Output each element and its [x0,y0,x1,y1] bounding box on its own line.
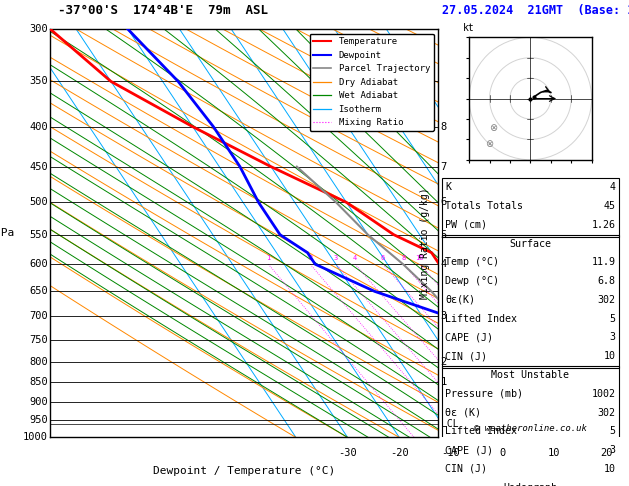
Text: CIN (J): CIN (J) [445,351,487,361]
Text: 0: 0 [499,448,506,458]
Text: 7: 7 [441,162,447,172]
Text: 3: 3 [334,255,338,261]
Text: K: K [445,182,452,192]
Text: 4: 4 [610,182,615,192]
Text: Totals Totals: Totals Totals [445,201,523,211]
Text: 1002: 1002 [591,389,615,399]
Text: 10: 10 [603,351,615,361]
Text: 5: 5 [610,426,615,436]
Text: 10: 10 [416,255,424,261]
Text: LCL: LCL [441,418,459,429]
Text: 1: 1 [441,377,447,387]
Text: 950: 950 [29,415,48,425]
Text: Most Unstable: Most Unstable [491,370,569,380]
Text: -20: -20 [390,448,409,458]
Text: 3: 3 [441,312,447,321]
Text: 550: 550 [29,230,48,240]
Text: Hodograph: Hodograph [503,483,557,486]
Text: 2: 2 [441,357,447,367]
Text: 5: 5 [610,313,615,324]
Text: 400: 400 [29,122,48,132]
Text: 11.9: 11.9 [591,258,615,267]
Legend: Temperature, Dewpoint, Parcel Trajectory, Dry Adiabat, Wet Adiabat, Isotherm, Mi: Temperature, Dewpoint, Parcel Trajectory… [309,34,433,131]
Text: 350: 350 [29,76,48,87]
Text: 10: 10 [603,464,615,474]
Text: 6: 6 [441,197,447,208]
Text: Pressure (mb): Pressure (mb) [445,389,523,399]
Text: 10: 10 [548,448,560,458]
Text: 700: 700 [29,312,48,321]
Text: Temp (°C): Temp (°C) [445,258,499,267]
Text: CAPE (J): CAPE (J) [445,332,494,343]
Text: Surface: Surface [509,239,552,248]
Text: 4: 4 [441,259,447,269]
Text: Lifted Index: Lifted Index [445,426,518,436]
Text: 8: 8 [441,122,447,132]
Text: 3: 3 [610,332,615,343]
Text: 5: 5 [441,230,447,240]
Text: CAPE (J): CAPE (J) [445,445,494,455]
Text: 300: 300 [29,24,48,34]
Text: 8: 8 [401,255,406,261]
Bar [442,479,619,486]
Text: Dewpoint / Temperature (°C): Dewpoint / Temperature (°C) [153,466,335,476]
Text: 650: 650 [29,286,48,296]
Text: Mixing Ratio (g/kg): Mixing Ratio (g/kg) [420,187,430,299]
Text: © weatheronline.co.uk: © weatheronline.co.uk [474,424,587,434]
Text: 1000: 1000 [23,433,48,442]
Bar [442,235,619,368]
Text: 20: 20 [600,448,613,458]
Text: 27.05.2024  21GMT  (Base: 12): 27.05.2024 21GMT (Base: 12) [442,4,629,17]
Text: 1.26: 1.26 [591,220,615,230]
Text: 302: 302 [598,408,615,417]
Text: 45: 45 [603,201,615,211]
Text: 6: 6 [381,255,385,261]
Text: 302: 302 [598,295,615,305]
Text: θε(K): θε(K) [445,295,476,305]
Text: -10: -10 [442,448,460,458]
Text: Dewp (°C): Dewp (°C) [445,276,499,286]
Text: CIN (J): CIN (J) [445,464,487,474]
Text: 6.8: 6.8 [598,276,615,286]
Bar [442,366,619,481]
Text: θε (K): θε (K) [445,408,481,417]
Text: 750: 750 [29,335,48,345]
Text: 1: 1 [266,255,270,261]
Text: 600: 600 [29,259,48,269]
Text: PW (cm): PW (cm) [445,220,487,230]
Text: -30: -30 [338,448,357,458]
Text: 900: 900 [29,397,48,407]
Text: 4: 4 [353,255,357,261]
Text: 850: 850 [29,377,48,387]
Text: -37°00'S  174°4B'E  79m  ASL: -37°00'S 174°4B'E 79m ASL [58,4,268,17]
Text: ASL: ASL [445,0,462,2]
Text: 450: 450 [29,162,48,172]
Text: 2: 2 [308,255,313,261]
Text: hPa: hPa [0,228,14,238]
Text: 800: 800 [29,357,48,367]
Text: 500: 500 [29,197,48,208]
Text: Lifted Index: Lifted Index [445,313,518,324]
Text: 3: 3 [610,445,615,455]
Bar [442,178,619,237]
